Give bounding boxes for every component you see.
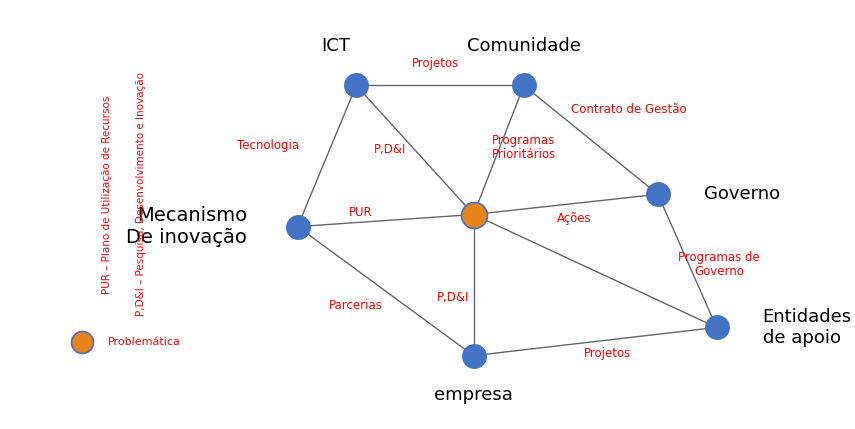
Point <box>291 223 304 230</box>
Text: Ações: Ações <box>557 212 592 225</box>
Text: Entidades
de apoio: Entidades de apoio <box>763 308 852 347</box>
Text: P,D&I: P,D&I <box>436 291 469 304</box>
Text: Comunidade: Comunidade <box>467 37 581 55</box>
Text: P,D&I – Pesquisa, Desenvolvimento e Inovação: P,D&I – Pesquisa, Desenvolvimento e Inov… <box>136 73 146 316</box>
Point <box>517 82 531 89</box>
Text: ICT: ICT <box>321 37 350 55</box>
Point <box>467 211 481 218</box>
Text: Contrato de Gestão: Contrato de Gestão <box>571 103 687 116</box>
Text: Problemática: Problemática <box>108 336 180 347</box>
Text: PUR – Plano de Utilização de Recursos: PUR – Plano de Utilização de Recursos <box>103 95 112 293</box>
Text: Parcerias: Parcerias <box>329 299 383 312</box>
Text: Projetos: Projetos <box>412 57 459 70</box>
Text: P,D&I: P,D&I <box>374 143 406 157</box>
Point <box>652 191 665 198</box>
Text: PUR: PUR <box>349 206 372 219</box>
Point <box>467 352 481 359</box>
Text: Programas de
Governo: Programas de Governo <box>678 251 760 278</box>
Text: empresa: empresa <box>434 386 513 404</box>
Point <box>350 82 363 89</box>
Text: Projetos: Projetos <box>584 347 631 360</box>
Text: Tecnologia: Tecnologia <box>237 139 299 152</box>
Text: Programas
Prioritários: Programas Prioritários <box>492 134 556 161</box>
Point <box>710 324 723 331</box>
Text: Governo: Governo <box>704 185 780 203</box>
Text: Mecanismo
De inovação: Mecanismo De inovação <box>127 206 247 247</box>
Point <box>75 338 89 345</box>
